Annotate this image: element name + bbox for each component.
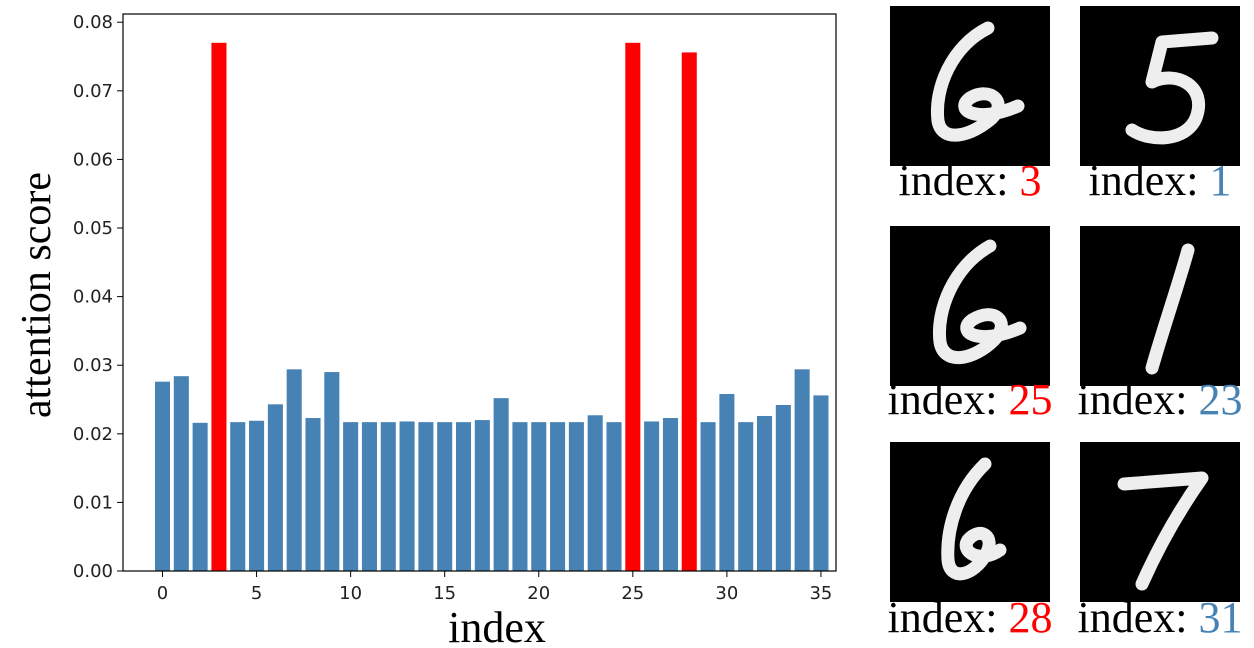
image-caption: index: 25 bbox=[888, 375, 1053, 424]
x-tick-label: 35 bbox=[809, 583, 832, 604]
bar bbox=[512, 422, 527, 571]
bar bbox=[531, 422, 546, 571]
bar bbox=[813, 395, 828, 571]
bar bbox=[305, 418, 320, 571]
image-caption: index: 1 bbox=[1089, 156, 1232, 205]
digit-image bbox=[1080, 442, 1240, 602]
y-tick-label: 0.06 bbox=[73, 149, 113, 170]
image-caption: index: 23 bbox=[1078, 375, 1243, 424]
bar bbox=[418, 422, 433, 571]
x-tick-label: 10 bbox=[339, 583, 362, 604]
bar bbox=[682, 52, 697, 571]
figure: index attention score 0.00 0.01 0.02 0.03 0.… bbox=[0, 0, 1254, 648]
caption-prefix: index: bbox=[1078, 375, 1188, 424]
caption-index: 1 bbox=[1209, 156, 1231, 205]
image-caption: index: 3 bbox=[899, 156, 1042, 205]
caption-prefix: index: bbox=[1089, 156, 1199, 205]
y-tick-label: 0.08 bbox=[73, 12, 113, 33]
bar bbox=[795, 369, 810, 571]
caption-index: 23 bbox=[1198, 375, 1242, 424]
bar bbox=[606, 422, 621, 571]
x-tick-label: 5 bbox=[251, 583, 262, 604]
x-tick-label: 15 bbox=[433, 583, 456, 604]
caption-index: 25 bbox=[1008, 375, 1052, 424]
bar bbox=[569, 422, 584, 571]
caption-index: 31 bbox=[1198, 593, 1242, 642]
x-tick-label: 30 bbox=[715, 583, 738, 604]
bar bbox=[155, 382, 170, 571]
bar bbox=[362, 422, 377, 571]
bar bbox=[343, 422, 358, 571]
y-tick-label: 0.02 bbox=[73, 424, 113, 445]
bar bbox=[211, 43, 226, 571]
caption-prefix: index: bbox=[899, 156, 1009, 205]
image-caption: index: 31 bbox=[1078, 593, 1243, 642]
bar bbox=[550, 422, 565, 571]
bar bbox=[588, 415, 603, 571]
bar bbox=[456, 422, 471, 571]
bar bbox=[324, 372, 339, 571]
digit-image bbox=[890, 6, 1050, 166]
bar bbox=[475, 420, 490, 571]
bar bbox=[174, 376, 189, 571]
bar bbox=[249, 421, 264, 571]
bar bbox=[268, 404, 283, 571]
bar bbox=[494, 398, 509, 571]
y-tick-label: 0.03 bbox=[73, 355, 113, 376]
bar bbox=[400, 421, 415, 571]
bar bbox=[644, 421, 659, 571]
y-tick-label: 0.00 bbox=[73, 561, 113, 582]
caption-index: 28 bbox=[1008, 593, 1052, 642]
caption-index: 3 bbox=[1019, 156, 1041, 205]
bar bbox=[738, 422, 753, 571]
x-tick-label: 20 bbox=[527, 583, 550, 604]
caption-prefix: index: bbox=[1078, 593, 1188, 642]
bar bbox=[757, 416, 772, 571]
x-tick-label: 0 bbox=[157, 583, 168, 604]
y-tick-label: 0.05 bbox=[73, 218, 113, 239]
bar bbox=[701, 422, 716, 571]
bar bbox=[193, 423, 208, 571]
bar bbox=[230, 422, 245, 571]
y-tick-label: 0.04 bbox=[73, 287, 113, 308]
bar bbox=[663, 418, 678, 571]
x-axis-label: index bbox=[448, 603, 546, 648]
image-caption: index: 28 bbox=[888, 593, 1053, 642]
y-axis-label: attention score bbox=[14, 172, 60, 418]
bar bbox=[381, 422, 396, 571]
y-tick-label: 0.01 bbox=[73, 492, 113, 513]
x-tick-label: 25 bbox=[621, 583, 644, 604]
bar bbox=[287, 369, 302, 571]
y-tick-label: 0.07 bbox=[73, 81, 113, 102]
bar bbox=[776, 405, 791, 571]
caption-prefix: index: bbox=[888, 593, 998, 642]
bar bbox=[437, 422, 452, 571]
bar bbox=[625, 43, 640, 571]
bar bbox=[719, 394, 734, 571]
caption-prefix: index: bbox=[888, 375, 998, 424]
